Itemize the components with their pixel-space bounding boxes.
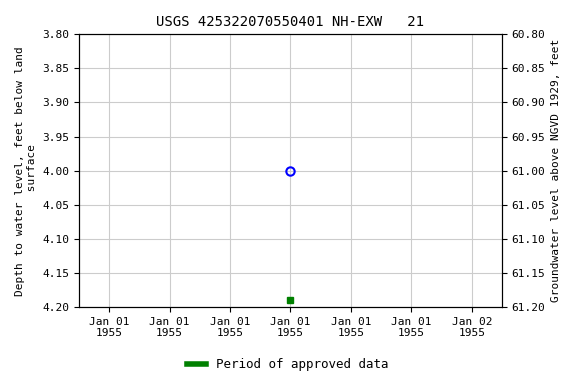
Y-axis label: Depth to water level, feet below land
 surface: Depth to water level, feet below land su… [15, 46, 37, 296]
Y-axis label: Groundwater level above NGVD 1929, feet: Groundwater level above NGVD 1929, feet [551, 39, 561, 302]
Legend: Period of approved data: Period of approved data [183, 353, 393, 376]
Title: USGS 425322070550401 NH-EXW   21: USGS 425322070550401 NH-EXW 21 [157, 15, 425, 29]
